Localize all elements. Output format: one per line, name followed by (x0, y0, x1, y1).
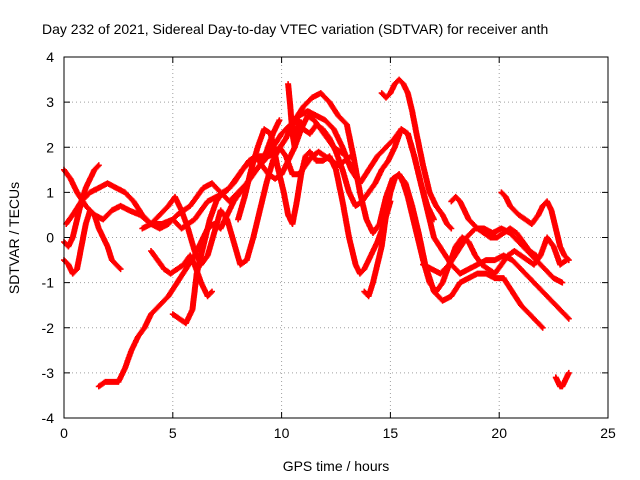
y-tick-label: 3 (46, 94, 54, 110)
chart-title: Day 232 of 2021, Sidereal Day-to-day VTE… (42, 21, 548, 37)
x-tick-label: 10 (274, 425, 290, 441)
series-track-10 (285, 81, 437, 223)
series-track-9 (235, 126, 394, 277)
x-tick-label: 25 (600, 425, 616, 441)
x-tick-label: 0 (60, 425, 68, 441)
series-track-11 (378, 76, 455, 232)
x-tick-label: 20 (491, 425, 507, 441)
y-tick-label: 1 (46, 184, 54, 200)
series-track-15 (498, 189, 572, 264)
x-tick-labels: 0 5 10 15 20 25 (60, 425, 616, 441)
series-track-2 (63, 108, 572, 322)
y-tick-label: 0 (46, 230, 54, 246)
data-series (61, 76, 572, 390)
x-axis-label: GPS time / hours (283, 458, 390, 474)
axis-ticks (63, 56, 609, 419)
y-tick-label: -3 (42, 365, 55, 381)
y-tick-label: 4 (46, 49, 54, 65)
x-tick-label: 5 (169, 425, 177, 441)
x-tick-label: 15 (383, 425, 399, 441)
series-track-16 (552, 369, 572, 390)
series-track-12 (361, 171, 570, 300)
y-tick-label: -2 (42, 320, 55, 336)
series-track-14 (448, 193, 540, 259)
y-tick-label: -1 (42, 275, 55, 291)
y-tick-label: 2 (46, 139, 54, 155)
series-track-6 (139, 144, 355, 268)
y-tick-label: -4 (42, 410, 55, 426)
y-tick-labels: -4 -3 -2 -1 0 1 2 3 4 (42, 49, 55, 426)
y-axis-label: SDTVAR / TECUs (6, 182, 22, 294)
